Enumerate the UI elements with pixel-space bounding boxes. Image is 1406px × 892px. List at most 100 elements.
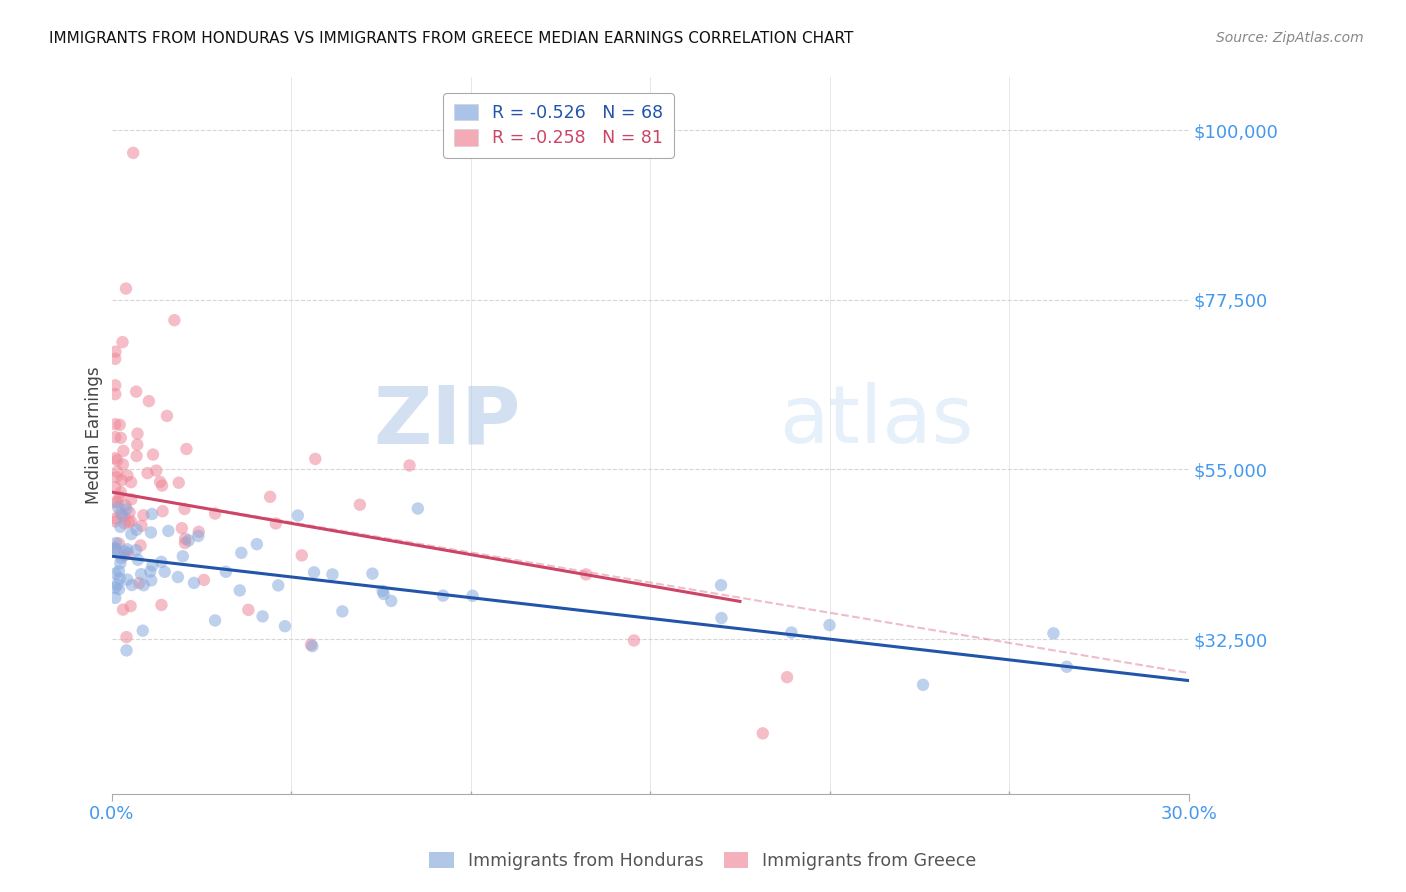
Text: IMMIGRANTS FROM HONDURAS VS IMMIGRANTS FROM GREECE MEDIAN EARNINGS CORRELATION C: IMMIGRANTS FROM HONDURAS VS IMMIGRANTS F…: [49, 31, 853, 46]
Point: [623, 633, 645, 648]
Point: [274, 619, 297, 633]
Point: [105, 453, 128, 467]
Point: [170, 521, 193, 535]
Point: [267, 578, 290, 592]
Point: [111, 602, 134, 616]
Point: [125, 449, 148, 463]
Point: [752, 726, 775, 740]
Point: [104, 542, 127, 557]
Point: [112, 444, 135, 458]
Point: [108, 536, 131, 550]
Point: [114, 499, 136, 513]
Point: [173, 502, 195, 516]
Point: [115, 281, 138, 295]
Point: [128, 576, 150, 591]
Point: [105, 577, 128, 591]
Point: [183, 575, 205, 590]
Point: [174, 532, 197, 546]
Point: [287, 508, 309, 523]
Point: [108, 571, 131, 585]
Point: [132, 578, 155, 592]
Point: [115, 502, 138, 516]
Point: [710, 611, 733, 625]
Point: [373, 587, 395, 601]
Point: [780, 625, 803, 640]
Point: [110, 520, 132, 534]
Point: [120, 492, 142, 507]
Point: [104, 566, 127, 581]
Point: [291, 549, 314, 563]
Point: [104, 541, 127, 556]
Point: [115, 630, 138, 644]
Point: [156, 409, 179, 423]
Point: [141, 507, 163, 521]
Point: [461, 589, 484, 603]
Point: [117, 468, 139, 483]
Point: [776, 670, 799, 684]
Point: [104, 581, 127, 595]
Point: [150, 478, 173, 492]
Point: [231, 546, 253, 560]
Point: [107, 500, 129, 515]
Point: [104, 495, 127, 509]
Point: [127, 553, 149, 567]
Point: [229, 583, 252, 598]
Point: [114, 544, 136, 558]
Point: [118, 506, 141, 520]
Point: [252, 609, 274, 624]
Point: [104, 511, 127, 525]
Point: [264, 516, 287, 531]
Point: [108, 417, 131, 432]
Point: [911, 678, 934, 692]
Point: [127, 437, 149, 451]
Point: [104, 351, 127, 366]
Point: [117, 546, 139, 560]
Point: [204, 507, 226, 521]
Point: [153, 565, 176, 579]
Point: [215, 565, 238, 579]
Point: [139, 565, 162, 579]
Point: [299, 638, 322, 652]
Point: [139, 525, 162, 540]
Point: [371, 583, 394, 598]
Point: [406, 501, 429, 516]
Point: [575, 567, 598, 582]
Point: [120, 515, 142, 529]
Point: [104, 344, 127, 359]
Point: [104, 591, 127, 605]
Point: [304, 451, 326, 466]
Text: Source: ZipAtlas.com: Source: ZipAtlas.com: [1216, 31, 1364, 45]
Point: [129, 538, 152, 552]
Point: [104, 387, 127, 401]
Point: [141, 574, 163, 588]
Point: [174, 536, 197, 550]
Point: [122, 145, 145, 160]
Point: [187, 524, 209, 539]
Point: [177, 533, 200, 548]
Point: [330, 604, 353, 618]
Point: [104, 378, 127, 392]
Point: [117, 542, 139, 557]
Point: [105, 470, 128, 484]
Point: [120, 475, 142, 490]
Point: [127, 426, 149, 441]
Point: [117, 573, 139, 587]
Point: [380, 594, 402, 608]
Point: [115, 643, 138, 657]
Point: [121, 578, 143, 592]
Text: ZIP: ZIP: [374, 383, 522, 460]
Point: [125, 543, 148, 558]
Point: [132, 508, 155, 523]
Point: [302, 566, 325, 580]
Point: [238, 603, 260, 617]
Point: [1056, 659, 1078, 673]
Point: [157, 524, 180, 538]
Point: [172, 549, 194, 564]
Point: [111, 335, 134, 350]
Point: [187, 529, 209, 543]
Point: [149, 475, 172, 489]
Point: [163, 313, 186, 327]
Point: [321, 567, 343, 582]
Point: [105, 536, 128, 550]
Text: atlas: atlas: [779, 383, 974, 460]
